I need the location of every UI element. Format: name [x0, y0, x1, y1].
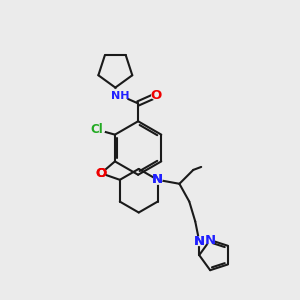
- Circle shape: [90, 122, 104, 137]
- Circle shape: [113, 88, 128, 103]
- Text: O: O: [95, 167, 107, 180]
- Text: Cl: Cl: [91, 123, 103, 136]
- Text: N: N: [205, 233, 216, 247]
- Text: O: O: [150, 89, 162, 102]
- Circle shape: [206, 236, 214, 244]
- Text: NH: NH: [111, 91, 130, 100]
- Circle shape: [97, 169, 105, 177]
- Circle shape: [195, 237, 203, 245]
- Text: N: N: [152, 173, 163, 186]
- Circle shape: [153, 176, 162, 184]
- Text: N: N: [194, 235, 205, 248]
- Circle shape: [97, 169, 105, 177]
- Text: N: N: [194, 235, 205, 248]
- Circle shape: [195, 237, 203, 245]
- Circle shape: [153, 176, 162, 184]
- Circle shape: [152, 91, 160, 100]
- Text: N: N: [152, 173, 163, 186]
- Text: O: O: [95, 167, 107, 180]
